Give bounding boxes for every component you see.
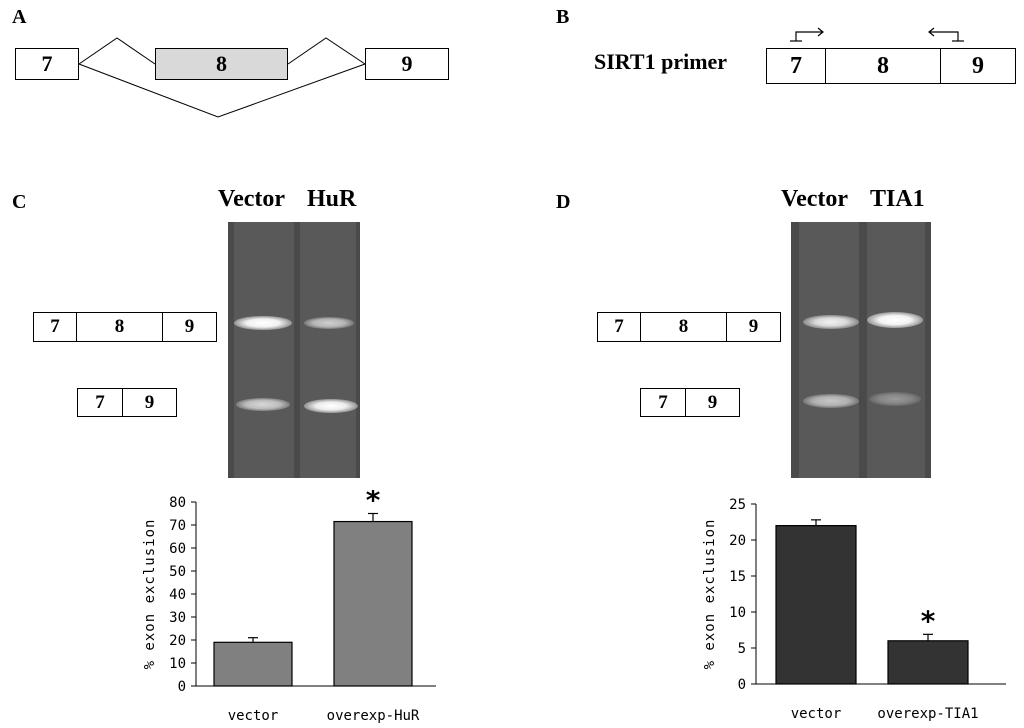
gel-d-long-exon-9: 9: [726, 313, 780, 341]
panel-d-letter: D: [556, 191, 571, 213]
chart-c-ytick-label: 10: [169, 656, 186, 672]
gel-c-band-vector-short: [236, 398, 290, 411]
gel-c-lane-vector-label: Vector: [218, 186, 286, 212]
gel-c-short-product-marker: 7 9: [77, 388, 177, 417]
primer-exon-strip: 7 8 9: [766, 48, 1016, 84]
chart-d-ytick-label: 15: [729, 569, 746, 585]
chart-d-ytick-label: 5: [738, 641, 746, 657]
chart-c-ytick-label: 60: [169, 541, 186, 557]
chart-c-ytick-label: 20: [169, 633, 186, 649]
chart-c-ylabel: % exon exclusion: [142, 519, 158, 670]
primer-arrows: [790, 27, 964, 42]
chart-c-ytick-label: 70: [169, 518, 186, 534]
gel-d-long-exon-8: 8: [640, 313, 726, 341]
chart-d-category-label: vector: [791, 706, 842, 722]
exon-9-box: 9: [365, 48, 449, 80]
gel-d-band-vector-short: [803, 394, 859, 408]
gel-d-short-exon-9: 9: [685, 389, 739, 416]
chart-d-ylabel: % exon exclusion: [702, 519, 718, 670]
chart-d-bar-overexp-TIA1: [887, 640, 969, 685]
gel-c-short-exon-7: 7: [95, 391, 105, 413]
primer-exon-8: 8: [825, 49, 940, 83]
chart-c-ytick-label: 80: [169, 495, 186, 511]
panel-c-letter: C: [12, 191, 27, 213]
primer-exon-7: 7: [790, 52, 802, 79]
exon-8-box: 8: [155, 48, 288, 80]
chart-c-ytick-label: 40: [169, 587, 186, 603]
chart-c-bar-overexp-HuR: [333, 520, 413, 687]
gel-d-long-product-marker: 7 8 9: [597, 312, 781, 342]
gel-c-band-hur-long: [304, 317, 354, 329]
chart-c-bar-vector: [213, 641, 293, 687]
gel-d-band-vector-long: [803, 315, 859, 329]
chart-c-ytick-label: 30: [169, 610, 186, 626]
chart-d-bar-vector: [775, 524, 857, 685]
chart-d-ytick-label: 0: [738, 677, 746, 693]
chart-d-significance-star: *: [920, 604, 937, 637]
gel-c-long-exon-9: 9: [162, 313, 216, 341]
forward-primer-arrow: [795, 31, 822, 41]
chart-d-category-label: overexp-TIA1: [877, 706, 978, 722]
chart-d-ytick-label: 25: [729, 497, 746, 513]
chart-c-ytick-label: 0: [178, 679, 186, 695]
gel-d-long-exon-7: 7: [614, 316, 624, 337]
gel-c-short-exon-9: 9: [122, 389, 176, 416]
panel-b-letter: B: [556, 6, 570, 28]
gel-d-short-exon-7: 7: [658, 391, 668, 413]
gel-c-band-hur-short: [304, 399, 358, 413]
gel-d-lane-vector-label: Vector: [781, 186, 849, 212]
gel-image-d: [791, 222, 931, 478]
panel-a-letter: A: [12, 6, 27, 28]
primer-exon-9: 9: [940, 49, 1015, 83]
gel-c-band-vector-long: [234, 316, 292, 330]
chart-d-ytick-label: 10: [729, 605, 746, 621]
splicing-junction-lines: [78, 37, 366, 118]
chart-c-significance-star: *: [365, 490, 382, 517]
gel-c-long-exon-7: 7: [50, 316, 60, 337]
gel-c-long-product-marker: 7 8 9: [33, 312, 217, 342]
gel-d-short-product-marker: 7 9: [640, 388, 740, 417]
gel-d-lane-tia1-label: TIA1: [870, 186, 925, 212]
exon-7-box: 7: [15, 48, 79, 80]
chart-c-ytick-label: 50: [169, 564, 186, 580]
gel-d-band-tia1-long: [867, 312, 923, 328]
gel-c-long-exon-8: 8: [76, 313, 162, 341]
chart-c-category-label: overexp-HuR: [327, 708, 420, 724]
reverse-primer-arrow: [930, 31, 959, 41]
chart-c-category-label: vector: [228, 708, 279, 724]
gel-image-c: [228, 222, 360, 478]
gel-c-lane-hur-label: HuR: [307, 186, 357, 212]
bar-chart-c: 0 10 20 30 40 50 60 70 80 % exon exclusion vector *…: [142, 490, 436, 724]
bar-chart-d: 0 5 10 15 20 25 % exon exclusion vector * overexp…: [702, 497, 1006, 722]
chart-d-ytick-label: 20: [729, 533, 746, 549]
primer-label: SIRT1 primer: [594, 49, 728, 74]
gel-d-band-tia1-short: [869, 392, 921, 406]
